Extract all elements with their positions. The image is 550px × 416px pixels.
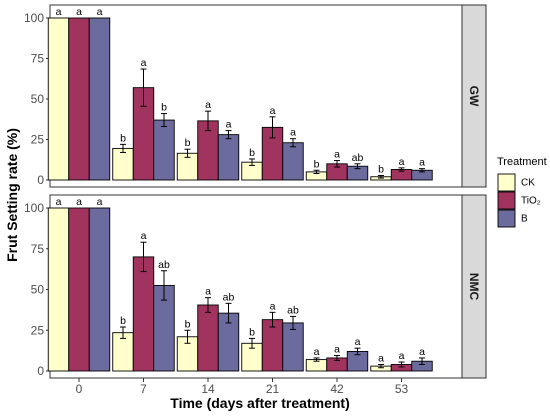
significance-letter: a bbox=[97, 196, 103, 208]
bar-gw-1-0 bbox=[68, 17, 90, 181]
significance-letter: a bbox=[378, 352, 384, 364]
significance-letter: b bbox=[120, 315, 126, 327]
significance-letter: ab bbox=[158, 259, 170, 271]
significance-letter: a bbox=[270, 105, 276, 117]
significance-letter: b bbox=[120, 132, 126, 144]
y-tick-label: 0 bbox=[37, 173, 44, 187]
bar-nmc-1-2 bbox=[197, 304, 219, 372]
bar-nmc-1-1 bbox=[132, 256, 155, 372]
significance-letter: a bbox=[399, 350, 405, 362]
significance-letter: a bbox=[205, 99, 211, 111]
significance-letter: b bbox=[185, 318, 191, 330]
significance-letter: a bbox=[97, 6, 103, 18]
y-tick-label: 75 bbox=[31, 52, 45, 66]
y-tick-label: 25 bbox=[31, 323, 45, 337]
x-axis-title: Time (days after treatment) bbox=[170, 395, 349, 411]
y-axis-title: Frut Setting rate (%) bbox=[4, 128, 20, 262]
legend-label: TiO₂ bbox=[521, 196, 541, 207]
legend: Treatment CK TiO₂ B bbox=[497, 156, 547, 228]
y-tick-label: 50 bbox=[31, 92, 45, 106]
bar-nmc-2-3 bbox=[282, 322, 304, 372]
panel-strip bbox=[461, 194, 487, 379]
significance-letter: b bbox=[249, 326, 255, 338]
y-tick-label: 75 bbox=[31, 242, 45, 256]
significance-letter: a bbox=[205, 286, 211, 298]
significance-letter: a bbox=[355, 336, 361, 348]
y-tick-label: 0 bbox=[37, 364, 44, 378]
significance-letter: b bbox=[249, 147, 255, 159]
significance-letter: a bbox=[399, 156, 405, 168]
significance-letter: a bbox=[270, 300, 276, 312]
significance-letter: a bbox=[76, 6, 82, 18]
panel-strip bbox=[461, 4, 487, 188]
bar-gw-2-3 bbox=[282, 142, 304, 181]
x-tick-label: 42 bbox=[330, 382, 344, 396]
strip-label: GW bbox=[467, 86, 481, 107]
bar-gw-2-0 bbox=[88, 17, 111, 181]
bar-nmc-2-0 bbox=[88, 207, 111, 372]
x-tick-label: 14 bbox=[201, 382, 215, 396]
significance-letter: a bbox=[226, 119, 232, 131]
legend-title: Treatment bbox=[497, 156, 547, 168]
bar-gw-0-1 bbox=[112, 147, 134, 181]
significance-letter: a bbox=[141, 230, 147, 242]
y-tick-label: 25 bbox=[31, 133, 45, 147]
significance-letter: a bbox=[334, 344, 340, 356]
x-tick-label: 21 bbox=[266, 382, 280, 396]
x-tick-label: 7 bbox=[140, 382, 147, 396]
y-tick-label: 100 bbox=[24, 11, 44, 25]
significance-letter: ab bbox=[287, 304, 299, 316]
legend-label: CK bbox=[521, 178, 535, 189]
significance-letter: b bbox=[314, 158, 320, 170]
significance-letter: a bbox=[290, 127, 296, 139]
significance-letter: a bbox=[56, 6, 62, 18]
bar-gw-0-0 bbox=[47, 17, 70, 181]
bar-nmc-0-0 bbox=[47, 207, 70, 372]
bar-gw-2-1 bbox=[153, 119, 175, 181]
x-tick-label: 53 bbox=[395, 382, 409, 396]
significance-letter: a bbox=[141, 57, 147, 69]
significance-letter: ab bbox=[223, 291, 235, 303]
significance-letter: a bbox=[76, 196, 82, 208]
significance-letter: b bbox=[161, 102, 167, 114]
legend-swatch bbox=[497, 209, 516, 228]
legend-swatch bbox=[497, 173, 516, 192]
bar-nmc-1-0 bbox=[68, 207, 90, 372]
significance-letter: a bbox=[334, 149, 340, 161]
significance-letter: a bbox=[419, 346, 425, 358]
y-tick-label: 100 bbox=[24, 201, 44, 215]
significance-letter: b bbox=[185, 137, 191, 149]
significance-letter: a bbox=[419, 157, 425, 169]
strip-label: NMC bbox=[467, 273, 481, 301]
legend-swatch bbox=[497, 191, 516, 210]
x-tick-label: 0 bbox=[76, 382, 83, 396]
significance-letter: a bbox=[314, 346, 320, 358]
significance-letter: b bbox=[378, 163, 384, 175]
legend-label: B bbox=[521, 214, 528, 225]
y-tick-label: 50 bbox=[31, 283, 45, 297]
significance-letter: a bbox=[56, 196, 62, 208]
significance-letter: ab bbox=[352, 152, 364, 164]
bar-gw-2-2 bbox=[217, 134, 240, 181]
